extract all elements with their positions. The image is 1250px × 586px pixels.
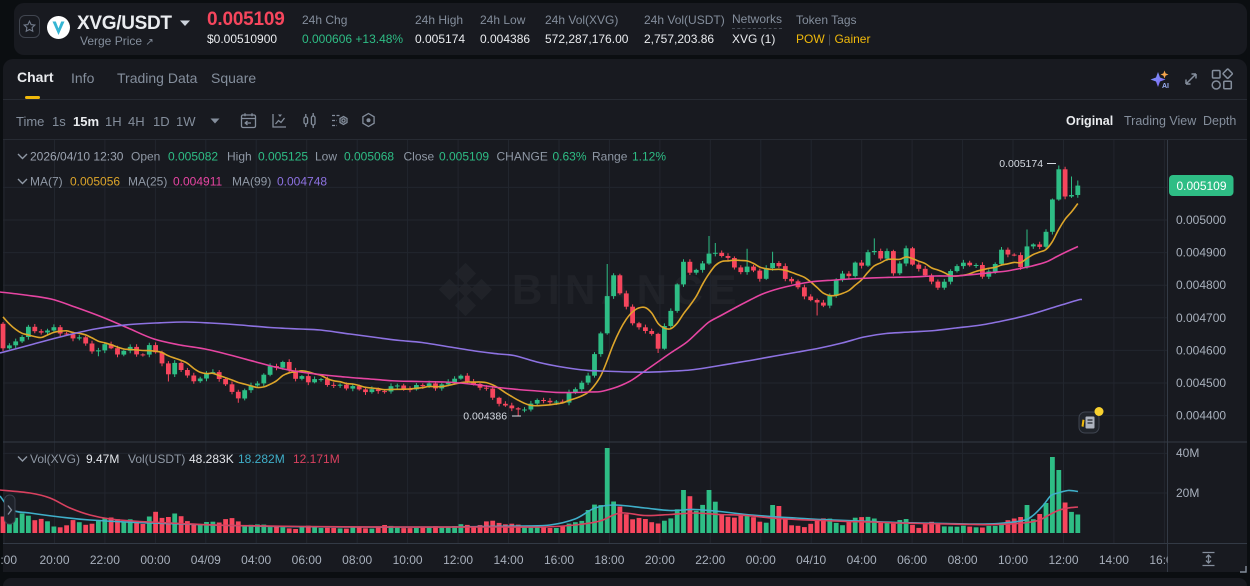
svg-text:0.005109: 0.005109: [1176, 179, 1226, 193]
svg-text:08:00: 08:00: [948, 553, 978, 567]
svg-text:12.171M: 12.171M: [293, 452, 340, 466]
svg-text:0.005109: 0.005109: [439, 150, 489, 164]
svg-text:0.004748: 0.004748: [277, 175, 327, 189]
svg-text:0.005174: 0.005174: [999, 158, 1046, 170]
svg-text:04:00: 04:00: [847, 553, 877, 567]
svg-text:04:00: 04:00: [241, 553, 271, 567]
svg-text:MA(7): MA(7): [30, 175, 63, 189]
svg-text:0.004386: 0.004386: [463, 411, 510, 423]
svg-text:Vol(USDT): Vol(USDT): [128, 452, 185, 466]
svg-text:20M: 20M: [1176, 486, 1199, 500]
svg-text:20:00: 20:00: [39, 553, 69, 567]
svg-text:04/09: 04/09: [191, 553, 221, 567]
svg-text:0.005068: 0.005068: [344, 150, 394, 164]
svg-text:04/10: 04/10: [796, 553, 826, 567]
svg-text:00:00: 00:00: [140, 553, 170, 567]
svg-text:Open: Open: [131, 150, 160, 164]
svg-text:18.282M: 18.282M: [238, 452, 285, 466]
svg-text:Vol(XVG): Vol(XVG): [30, 452, 80, 466]
svg-text:06:00: 06:00: [897, 553, 927, 567]
svg-text:0.004900: 0.004900: [1176, 246, 1226, 260]
svg-text:1.12%: 1.12%: [632, 150, 666, 164]
svg-text:40M: 40M: [1176, 446, 1199, 460]
svg-text:22:00: 22:00: [90, 553, 120, 567]
svg-text:0.005056: 0.005056: [70, 175, 120, 189]
svg-text:High: High: [227, 150, 252, 164]
svg-text:AI: AI: [1162, 83, 1169, 90]
svg-text:10:00: 10:00: [393, 553, 423, 567]
svg-text:10:00: 10:00: [998, 553, 1028, 567]
svg-text:14:00: 14:00: [493, 553, 523, 567]
svg-text:16:00: 16:00: [1149, 553, 1179, 567]
svg-text:0.005082: 0.005082: [168, 150, 218, 164]
svg-text:CHANGE: CHANGE: [497, 150, 548, 164]
svg-text:18:00: 18:00: [0, 553, 17, 567]
svg-text:0.004500: 0.004500: [1176, 376, 1226, 390]
svg-text:MA(25): MA(25): [128, 175, 167, 189]
svg-text:2026/04/10 12:30: 2026/04/10 12:30: [30, 150, 124, 164]
svg-text:00:00: 00:00: [746, 553, 776, 567]
svg-text:06:00: 06:00: [292, 553, 322, 567]
svg-text:0.005125: 0.005125: [258, 150, 308, 164]
svg-text:0.004911: 0.004911: [173, 175, 222, 189]
svg-text:Range: Range: [592, 150, 628, 164]
svg-text:48.283K: 48.283K: [189, 452, 234, 466]
svg-text:9.47M: 9.47M: [86, 452, 119, 466]
svg-text:12:00: 12:00: [443, 553, 473, 567]
svg-text:0.004600: 0.004600: [1176, 343, 1226, 357]
svg-text:0.004700: 0.004700: [1176, 311, 1226, 325]
svg-text:12:00: 12:00: [1048, 553, 1078, 567]
svg-text:22:00: 22:00: [695, 553, 725, 567]
svg-text:0.63%: 0.63%: [553, 150, 587, 164]
svg-text:MA(99): MA(99): [232, 175, 271, 189]
svg-text:Close: Close: [404, 150, 435, 164]
svg-text:18:00: 18:00: [594, 553, 624, 567]
svg-text:0.004800: 0.004800: [1176, 278, 1226, 292]
svg-text:0.005000: 0.005000: [1176, 213, 1226, 227]
svg-text:08:00: 08:00: [342, 553, 372, 567]
svg-text:16:00: 16:00: [544, 553, 574, 567]
svg-text:14:00: 14:00: [1099, 553, 1129, 567]
svg-text:0.004400: 0.004400: [1176, 409, 1226, 423]
svg-text:Low: Low: [315, 150, 337, 164]
svg-text:20:00: 20:00: [645, 553, 675, 567]
